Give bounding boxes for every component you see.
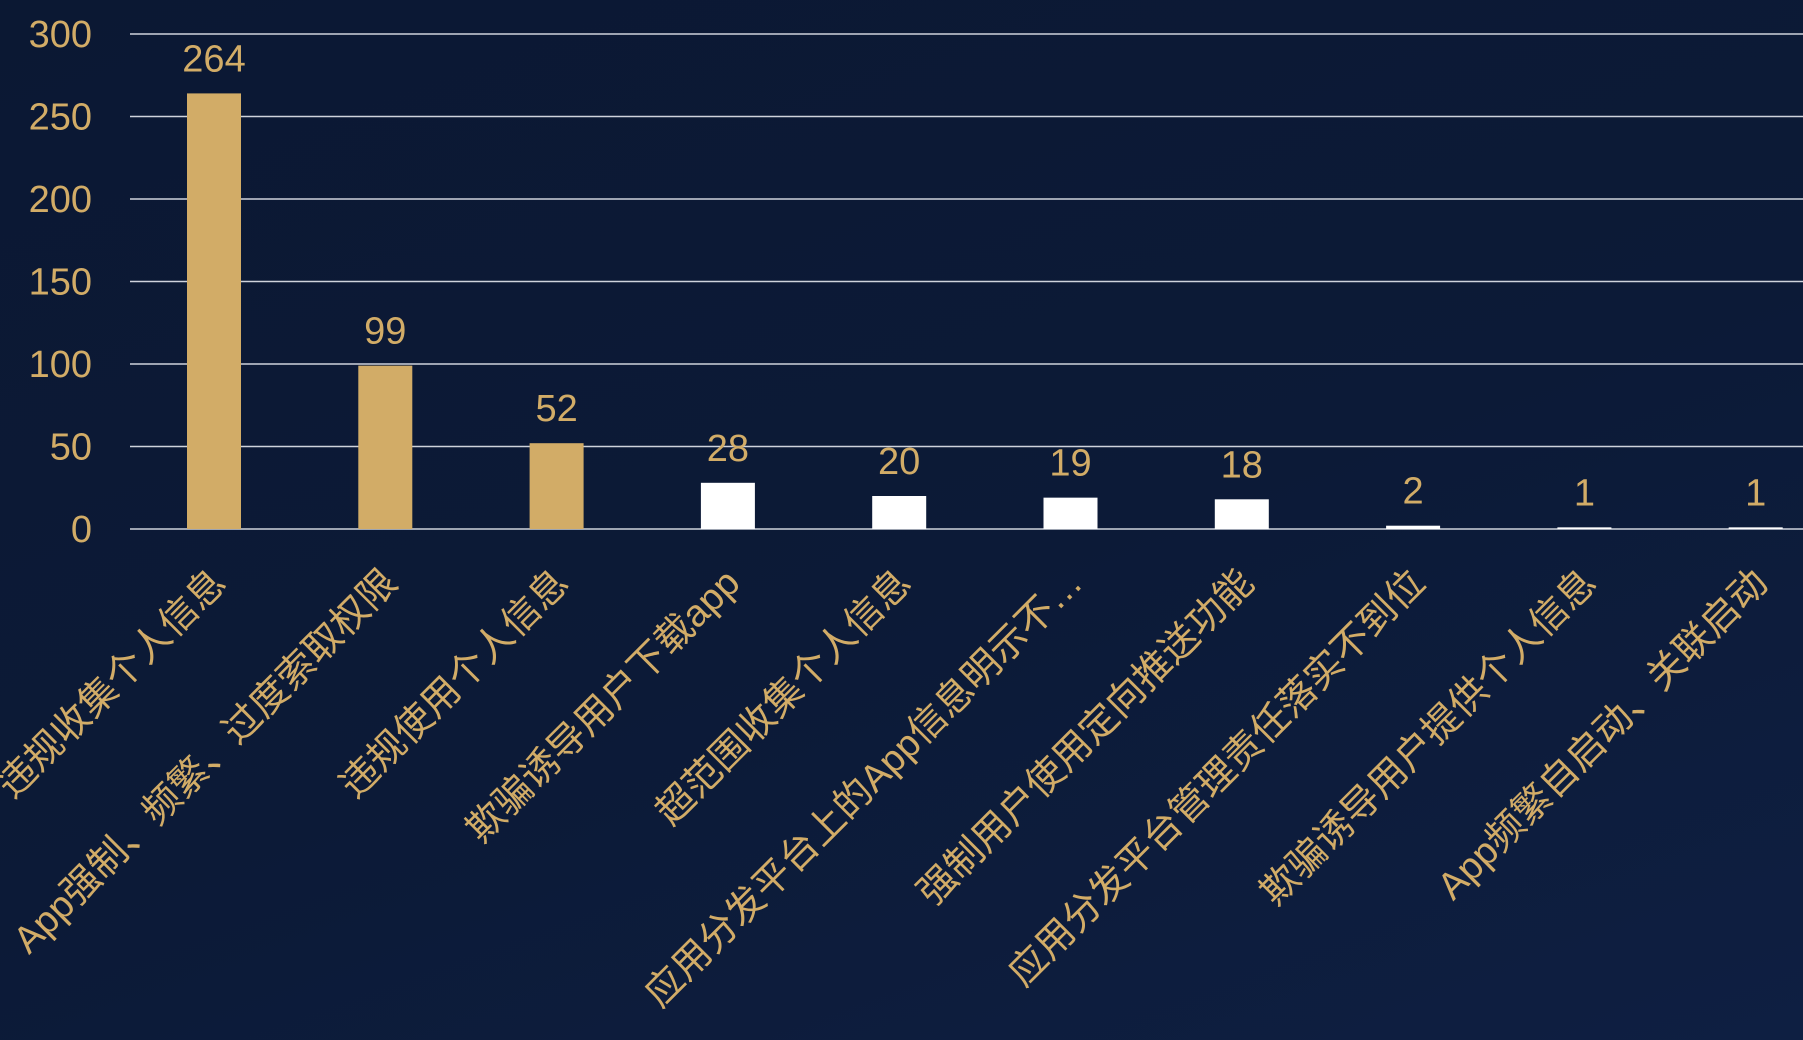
y-tick-label: 150	[29, 262, 92, 304]
data-label: 99	[364, 311, 406, 353]
x-axis-category-labels: 违规收集个人信息App强制、频繁、过度索取权限违规使用个人信息欺骗诱导用户下载a…	[0, 562, 1776, 1016]
y-tick-label: 100	[29, 344, 92, 386]
x-tick-label: App频繁自启动、关联启动	[1430, 562, 1776, 908]
bar	[529, 443, 584, 529]
bar	[700, 482, 755, 529]
bar	[1043, 497, 1098, 529]
x-tick-label: 欺骗诱导用户提供个人信息	[1253, 562, 1605, 914]
bar	[1214, 499, 1269, 529]
bar	[1728, 527, 1783, 529]
bar	[1386, 525, 1441, 529]
data-label: 264	[182, 38, 245, 80]
x-tick-label: 强制用户使用定向推送功能	[910, 562, 1262, 914]
bars	[187, 93, 1783, 530]
data-label: 20	[878, 441, 920, 483]
bar	[358, 365, 413, 529]
x-tick-label: 欺骗诱导用户下载app	[459, 562, 748, 851]
data-label: 1	[1574, 472, 1595, 514]
y-tick-label: 0	[71, 509, 92, 551]
data-label: 52	[535, 388, 577, 430]
bar	[1557, 527, 1612, 529]
data-labels: 264 99 52 28 20 19 18 2 1 1	[182, 38, 1766, 514]
y-tick-label: 50	[50, 427, 92, 469]
data-label: 19	[1049, 443, 1091, 485]
y-tick-label: 200	[29, 179, 92, 221]
x-tick-label: App强制、频繁、过度索取权限	[6, 562, 406, 962]
data-label: 28	[707, 428, 749, 470]
data-label: 1	[1745, 472, 1766, 514]
data-label: 2	[1403, 471, 1424, 513]
y-axis-tick-labels: 0 50 100 150 200 250 300	[29, 14, 92, 551]
bar	[187, 93, 241, 530]
bar	[872, 496, 927, 529]
y-tick-label: 300	[29, 14, 92, 56]
data-label: 18	[1221, 444, 1263, 486]
y-tick-label: 250	[29, 97, 92, 139]
